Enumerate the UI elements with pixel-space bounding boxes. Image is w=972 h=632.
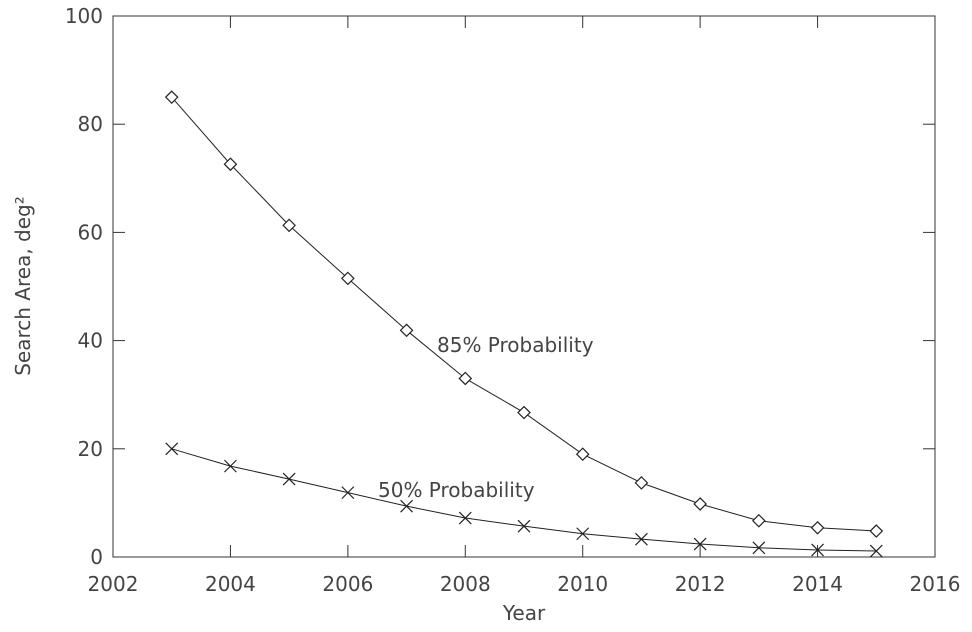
- data-point: [811, 543, 824, 557]
- series-label: 50% Probability: [378, 478, 535, 502]
- y-tick-label: 100: [65, 4, 103, 28]
- data-point: [575, 447, 590, 462]
- y-axis-label: Search Area, deg²: [11, 196, 35, 376]
- data-point: [165, 442, 179, 456]
- x-tick-label: 2008: [440, 572, 491, 596]
- x-tick-label: 2016: [910, 572, 961, 596]
- data-point: [341, 486, 355, 500]
- data-point: [517, 519, 531, 533]
- data-point: [224, 459, 237, 473]
- plot-frame: [112, 15, 936, 558]
- data-point: [223, 157, 238, 172]
- data-point: [400, 499, 413, 513]
- y-tick-label: 20: [78, 437, 103, 461]
- data-point: [635, 532, 648, 546]
- data-point: [458, 371, 473, 386]
- x-tick-label: 2012: [675, 572, 726, 596]
- data-point: [517, 405, 531, 420]
- x-tick-label: 2006: [322, 572, 373, 596]
- data-point: [752, 513, 766, 528]
- series-line: [171, 96, 877, 532]
- data-point: [810, 520, 825, 535]
- x-tick-label: 2010: [557, 572, 608, 596]
- data-point: [869, 524, 884, 538]
- data-point: [458, 511, 472, 525]
- y-tick-label: 60: [78, 220, 103, 244]
- data-point: [282, 472, 296, 486]
- data-point: [634, 476, 649, 490]
- series-label: 85% Probability: [437, 333, 594, 357]
- data-point: [576, 527, 590, 541]
- data-point: [341, 271, 355, 286]
- data-point: [752, 541, 766, 555]
- data-point: [282, 218, 296, 233]
- y-tick-label: 80: [78, 112, 103, 136]
- data-point: [693, 497, 707, 511]
- data-point: [869, 544, 883, 558]
- x-axis-label: Year: [502, 601, 546, 625]
- y-tick-label: 40: [78, 329, 103, 353]
- x-tick-label: 2014: [792, 572, 843, 596]
- y-tick-label: 0: [90, 545, 103, 569]
- data-point: [399, 323, 414, 338]
- x-tick-label: 2002: [88, 572, 139, 596]
- data-point: [164, 90, 179, 104]
- x-tick-label: 2004: [205, 572, 256, 596]
- data-point: [693, 537, 707, 551]
